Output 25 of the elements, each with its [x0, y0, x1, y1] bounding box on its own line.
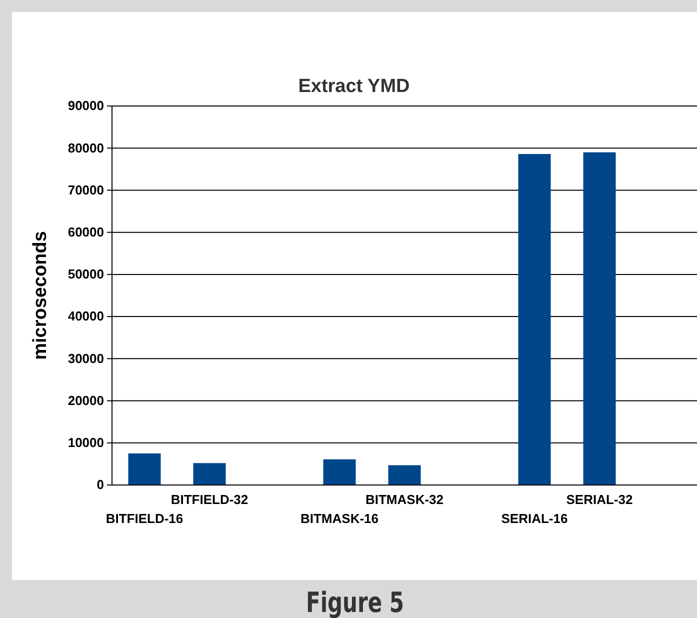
- bar: [388, 465, 421, 485]
- x-tick-label: BITFIELD-16: [106, 511, 184, 526]
- y-tick-label: 50000: [68, 266, 104, 282]
- y-tick-label: 70000: [68, 182, 104, 198]
- y-tick-label: 80000: [68, 140, 104, 156]
- y-tick-label: 60000: [68, 224, 104, 240]
- bar: [193, 463, 226, 485]
- chart-title: Extract YMD: [298, 76, 410, 97]
- x-tick-label: SERIAL-32: [566, 492, 633, 507]
- y-axis-title: microseconds: [30, 231, 51, 360]
- y-tick-label: 40000: [68, 308, 104, 324]
- bar: [323, 459, 356, 485]
- caption: Figure 5: [306, 586, 404, 618]
- x-tick-label: SERIAL-16: [501, 511, 568, 526]
- y-tick-label: 0: [96, 477, 104, 492]
- x-tick-label: BITFIELD-32: [170, 492, 248, 507]
- bar: [128, 453, 161, 485]
- y-tick-label: 90000: [68, 98, 104, 114]
- bar: [583, 152, 616, 485]
- y-tick-label: 10000: [68, 435, 104, 450]
- x-tick-label: BITMASK-32: [365, 492, 444, 507]
- bar: [518, 154, 551, 485]
- y-tick-label: 30000: [68, 350, 104, 366]
- x-tick-label: BITMASK-16: [300, 511, 379, 526]
- y-tick-label: 20000: [68, 392, 104, 408]
